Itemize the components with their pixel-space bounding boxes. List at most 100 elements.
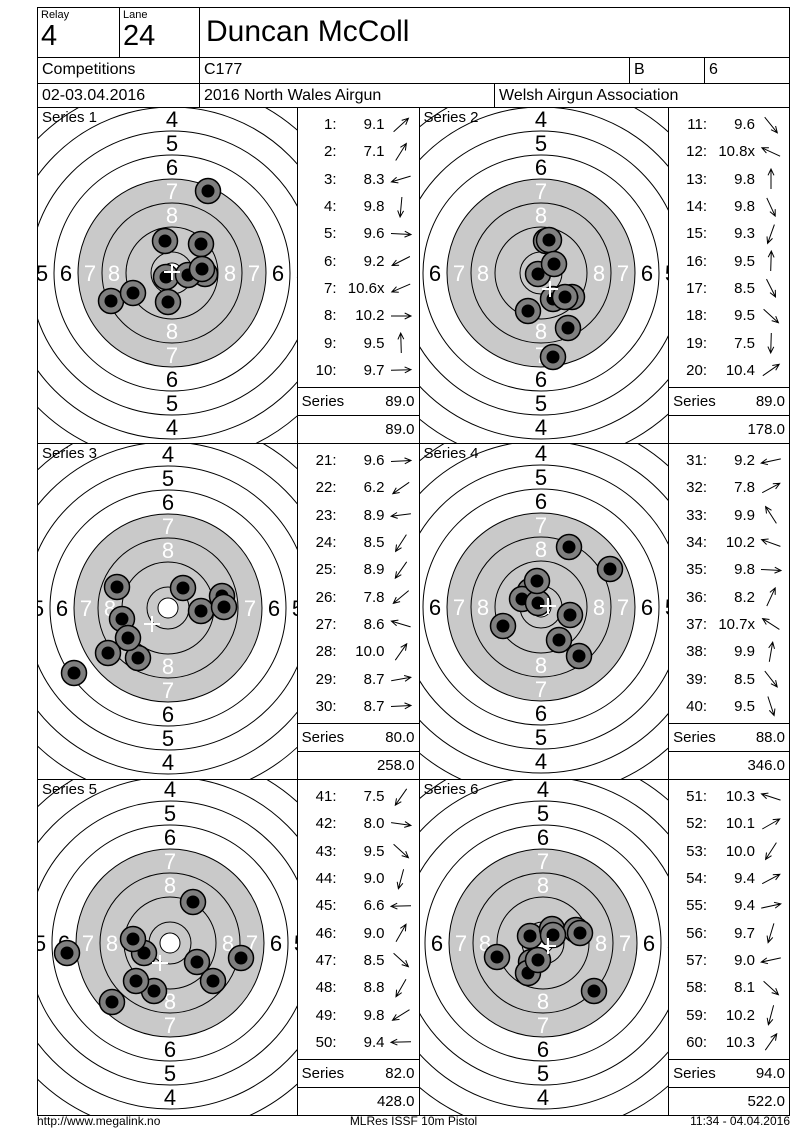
- shot-score: 8.9: [363, 506, 385, 524]
- ring-circle: [38, 465, 297, 751]
- ring-circle: [419, 780, 669, 1110]
- shot-score: 9.9: [734, 506, 756, 524]
- ten-ring: [159, 932, 181, 954]
- shot-hole: [53, 939, 81, 967]
- shot-number: 50:: [315, 1033, 337, 1051]
- shot-hole: [596, 555, 623, 583]
- ring-circle: [470, 536, 611, 678]
- target-face: 88887777666655554444: [419, 108, 669, 443]
- shot-row: 36: 8.2: [669, 583, 787, 610]
- shot-row: 8: 10.2: [298, 302, 417, 329]
- shot-number: 48:: [315, 979, 337, 997]
- shot-direction-arrow: [764, 1033, 778, 1051]
- ring-label: 8: [164, 873, 176, 898]
- ring-label: 6: [536, 825, 548, 850]
- shot-row: 35: 9.8: [669, 556, 787, 583]
- shot-direction-arrow: [764, 116, 779, 134]
- shot-direction-arrow: [389, 175, 411, 184]
- series-grid: 88887777666655554444Series 11:9.12:7.13:…: [38, 108, 790, 1115]
- ring-circle: [446, 512, 635, 702]
- shot-row: 60: 10.3: [669, 1029, 787, 1056]
- shot-arrow-box: [385, 531, 417, 555]
- ring-label: 6: [534, 701, 546, 726]
- shot-arrow-box: [385, 867, 417, 891]
- target-face: 88887777666655554444: [38, 780, 297, 1115]
- ring-circle: [101, 202, 243, 344]
- ring-label: 5: [664, 261, 669, 286]
- shot-row: 16: 9.5: [669, 247, 787, 274]
- shot-score: 9.8: [363, 198, 385, 216]
- ring-label: 8: [224, 261, 236, 286]
- shot-number: 55:: [686, 897, 708, 915]
- shot-direction-arrow: [766, 279, 777, 299]
- footer-report-name: MLRes ISSF 10m Pistol: [349, 1114, 478, 1128]
- shot-hole: [565, 642, 592, 670]
- series-title: Series 2: [423, 109, 479, 126]
- shot-row: 55: 9.4: [669, 892, 787, 919]
- shot-score: 8.5: [363, 951, 385, 969]
- running-total-row: 178.0: [669, 415, 790, 443]
- shot-row: 21: 9.6: [298, 447, 417, 474]
- ring-circle: [49, 489, 287, 727]
- ring-circle: [419, 130, 669, 416]
- ring-label: 8: [536, 873, 548, 898]
- footer-url: http://www.megalink.no: [37, 1114, 161, 1128]
- ring-label: 6: [166, 367, 178, 392]
- ring-circle: [424, 824, 661, 1062]
- shot-list: 11: 9.6 12: 10.8x 13: 9.8 14: 9.8 15: 9.3 16: 9.5 17…: [669, 108, 789, 387]
- shot-direction-arrow: [764, 505, 777, 524]
- ring-label: 7: [616, 261, 628, 286]
- series-sum-row: Series 89.0: [297, 387, 419, 415]
- series-sum-row: Series 82.0: [297, 1059, 419, 1087]
- ring-label: 8: [162, 654, 174, 679]
- shot-row: 14: 9.8: [669, 193, 787, 220]
- ring-label: 4: [534, 444, 546, 466]
- shot-hole: [60, 659, 88, 687]
- score-column-series-4: 31: 9.2 32: 7.8 33: 9.9 34: 10.2 35: 9.8 36: 8.2 37:…: [669, 444, 790, 779]
- shot-arrow-box: [385, 694, 417, 718]
- series-sum-value: 94.0: [755, 1065, 786, 1082]
- shot-row: 25: 8.9: [298, 556, 417, 583]
- shot-arrow-box: [755, 667, 787, 691]
- ring-circle: [73, 513, 263, 703]
- shot-arrow-box: [385, 1030, 417, 1054]
- ring-label: 7: [164, 849, 176, 874]
- competitions-label: Competitions: [38, 58, 200, 83]
- ring-label: 6: [640, 261, 652, 286]
- ring-label: 4: [536, 780, 548, 802]
- shot-list: 51: 10.3 52: 10.1 53: 10.0 54: 9.4 55: 9.4 56: 9.7 5…: [669, 780, 789, 1059]
- ring-label: 6: [534, 155, 546, 180]
- shot-score: 8.1: [734, 979, 756, 997]
- shot-row: 29: 8.7: [298, 665, 417, 692]
- shot-hole: [194, 177, 222, 205]
- shot-row: 57: 9.0: [669, 947, 787, 974]
- shot-arrow-box: [385, 449, 417, 473]
- shot-direction-arrow: [392, 117, 409, 132]
- ring-label: 8: [534, 653, 546, 678]
- ring-label: 7: [166, 343, 178, 368]
- shot-number: 4:: [323, 198, 337, 216]
- shooter-name-cell: Duncan McColl: [200, 8, 789, 57]
- ring-label: 5: [162, 726, 174, 751]
- shot-hole: [227, 944, 255, 972]
- shot-direction-arrow: [389, 902, 411, 910]
- ring-label: 8: [534, 319, 546, 344]
- shot-score: 9.5: [363, 334, 385, 352]
- ring-label: 4: [166, 108, 178, 132]
- shot-row: 37: 10.7x: [669, 611, 787, 638]
- running-total-row: 428.0: [297, 1087, 419, 1115]
- shot-arrow-box: [755, 503, 787, 527]
- score-column-series-1: 1: 9.1 2: 7.1 3: 8.3 4: 9.8 5: 9.6 6: 9.2 7: 10.6x 8: 1…: [297, 108, 420, 443]
- ring-circle: [97, 537, 239, 679]
- ring-label: 7: [452, 595, 464, 620]
- shot-number: 24:: [315, 534, 337, 552]
- shot-arrow-box: [755, 358, 787, 382]
- shot-direction-arrow: [766, 586, 776, 607]
- shot-direction-arrow: [760, 957, 781, 965]
- ring-label: 5: [296, 261, 298, 286]
- ring-circle: [75, 848, 265, 1038]
- shot-score: 9.1: [363, 116, 385, 134]
- event-date: 02-03.04.2016: [38, 84, 200, 107]
- ring-label: 8: [536, 989, 548, 1014]
- ring-label: 4: [164, 1085, 176, 1110]
